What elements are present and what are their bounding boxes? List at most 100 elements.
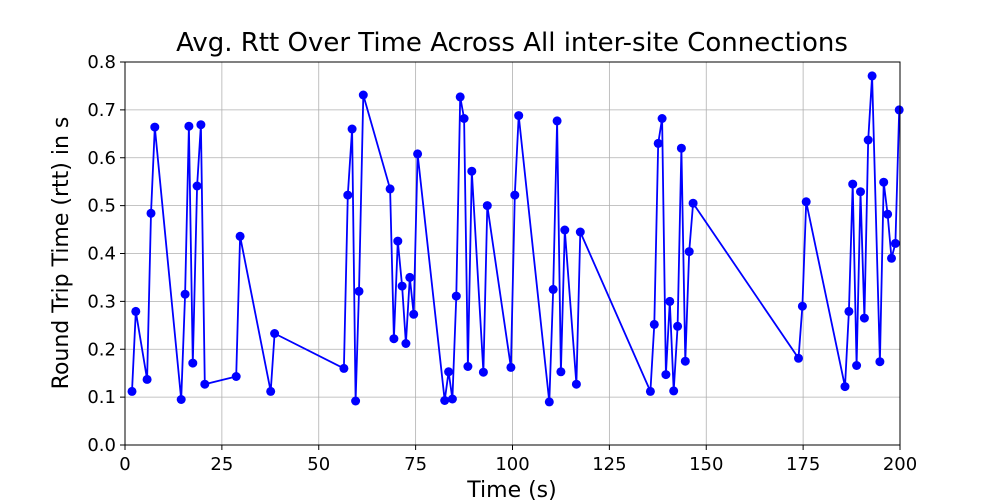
rtt-data-point [459, 114, 469, 123]
rtt-data-point [188, 358, 198, 368]
x-tick-label: 100 [495, 454, 529, 475]
rtt-data-point [455, 92, 465, 102]
rtt-data-point [863, 135, 873, 145]
rtt-data-point [801, 197, 811, 207]
rtt-data-point [887, 253, 896, 263]
rtt-data-point [684, 247, 694, 257]
rtt-data-point [409, 309, 419, 319]
rtt-data-point [890, 238, 900, 248]
rtt-data-point [560, 225, 570, 235]
y-tick-label: 0.4 [87, 244, 116, 265]
rtt-data-point [794, 353, 803, 363]
rtt-series-line [131, 75, 901, 403]
rtt-data-point [548, 284, 558, 294]
rtt-data-point [393, 236, 403, 246]
y-axis-label: Round Trip Time (rtt) in s [49, 117, 74, 390]
rtt-data-point [649, 319, 659, 329]
rtt-data-point [266, 386, 276, 396]
rtt-data-point [852, 361, 862, 370]
rtt-data-point [867, 71, 877, 81]
rtt-data-point [358, 90, 368, 100]
rtt-data-point [859, 313, 869, 323]
x-tick-label: 25 [210, 454, 233, 475]
rtt-data-point [397, 281, 407, 291]
rtt-data-point [673, 321, 683, 331]
grid [124, 61, 901, 446]
x-tick-label: 125 [592, 454, 626, 475]
rtt-data-point [347, 124, 357, 134]
x-tick-label: 175 [786, 454, 820, 475]
chart-title: Avg. Rtt Over Time Across All inter-site… [176, 28, 848, 58]
y-tick-label: 0.7 [87, 100, 116, 121]
rtt-data-point [343, 190, 353, 200]
y-tick-label: 0.8 [87, 52, 116, 73]
rtt-data-point [184, 121, 194, 131]
rtt-data-point [688, 198, 698, 208]
rtt-data-point [440, 396, 450, 405]
rtt-data-point [150, 122, 160, 132]
series-layer [127, 71, 904, 407]
rtt-data-point [669, 386, 679, 396]
y-tick-label: 0.6 [87, 148, 116, 169]
rtt-data-point [146, 208, 156, 218]
rtt-data-point [552, 116, 562, 126]
rtt-data-point [894, 105, 904, 115]
rtt-data-point [200, 379, 210, 389]
rtt-data-point [176, 395, 186, 404]
rtt-data-point [389, 334, 399, 344]
axis-ticks: 0 25 50 75 100 125 150 175 200 0.0 0.1 0.2 0.3 0.4 0.5… [87, 52, 917, 475]
rtt-data-point [463, 362, 473, 371]
rtt-data-point [856, 187, 865, 197]
y-tick-label: 0.1 [87, 387, 116, 408]
rtt-data-point [840, 382, 850, 392]
rtt-data-point [848, 179, 858, 189]
rtt-data-point [556, 367, 566, 377]
rtt-data-point [510, 190, 520, 200]
rtt-data-point [482, 201, 492, 211]
y-tick-label: 0.5 [87, 196, 116, 217]
rtt-data-point [196, 120, 206, 130]
rtt-data-point [339, 363, 349, 373]
rtt-data-point [571, 379, 581, 389]
rtt-data-point [575, 227, 585, 237]
x-axis-label: Time (s) [466, 478, 556, 500]
rtt-data-point [883, 209, 893, 219]
rtt-data-point [447, 394, 457, 404]
rtt-data-point [131, 306, 141, 316]
rtt-data-point [645, 386, 655, 396]
rtt-data-point [467, 166, 477, 176]
rtt-data-point [657, 114, 667, 123]
rtt-data-point [653, 138, 663, 148]
y-tick-label: 0.2 [87, 339, 116, 360]
rtt-data-point [514, 111, 524, 121]
x-tick-label: 50 [307, 454, 330, 475]
x-tick-label: 75 [404, 454, 427, 475]
rtt-data-point [676, 143, 686, 153]
rtt-data-point [665, 296, 675, 306]
rtt-data-point [231, 372, 241, 381]
rtt-data-point [351, 396, 361, 406]
x-tick-label: 150 [689, 454, 723, 475]
rtt-data-point [405, 272, 415, 282]
rtt-data-point [401, 339, 411, 348]
rtt-data-point [879, 177, 889, 187]
x-tick-label: 0 [119, 454, 130, 475]
rtt-data-point [180, 289, 190, 299]
rtt-data-point [444, 367, 454, 377]
x-tick-label: 200 [883, 454, 917, 475]
rtt-data-point [451, 291, 461, 301]
rtt-data-point [661, 370, 671, 380]
rtt-data-point [354, 286, 364, 296]
rtt-data-point [797, 301, 807, 311]
rtt-data-point [142, 374, 152, 384]
rtt-data-point [844, 306, 854, 316]
rtt-data-point [235, 231, 245, 241]
rtt-data-point [413, 149, 423, 159]
rtt-data-point [506, 362, 516, 372]
rtt-data-point [875, 357, 885, 367]
rtt-data-point [680, 356, 690, 366]
rtt-data-point [478, 367, 488, 377]
rtt-data-point [127, 386, 137, 396]
rtt-data-point [544, 397, 554, 407]
